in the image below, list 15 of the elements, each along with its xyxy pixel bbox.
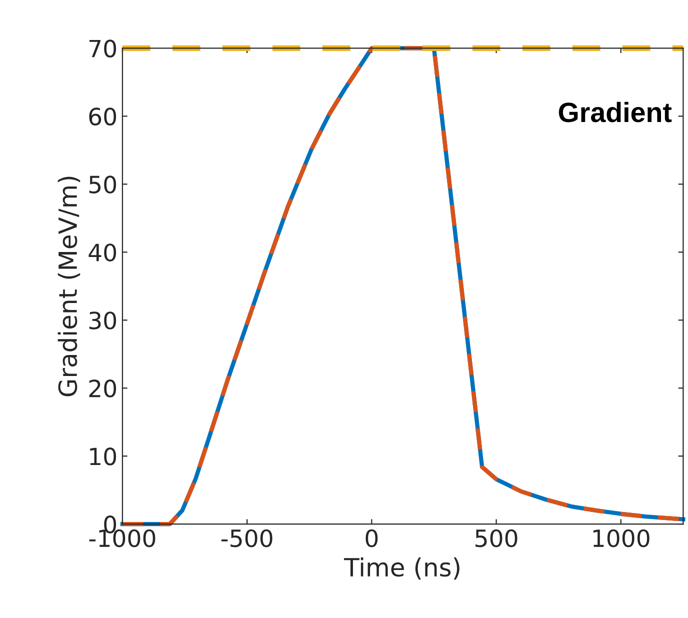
y-tick-label: 40	[88, 244, 116, 262]
x-tick-label: 0	[366, 529, 378, 548]
line-series	[120, 46, 686, 526]
x-axis-title: Time (ns)	[344, 557, 460, 580]
y-axis-title: Gradient (MeV/m)	[58, 176, 80, 396]
y-tick-label: 50	[89, 176, 116, 194]
y-tick-label: 70	[89, 40, 116, 58]
y-tick-label: 10	[90, 448, 116, 466]
y-tick-label: 30	[89, 312, 116, 330]
x-tick-label: 1000	[593, 529, 650, 548]
x-tick-label: -500	[221, 529, 272, 548]
y-tick-label: 60	[89, 108, 116, 126]
y-tick-label: 20	[89, 380, 116, 398]
annotation: Gradient	[558, 102, 672, 122]
x-tick-label: 500	[476, 529, 518, 548]
